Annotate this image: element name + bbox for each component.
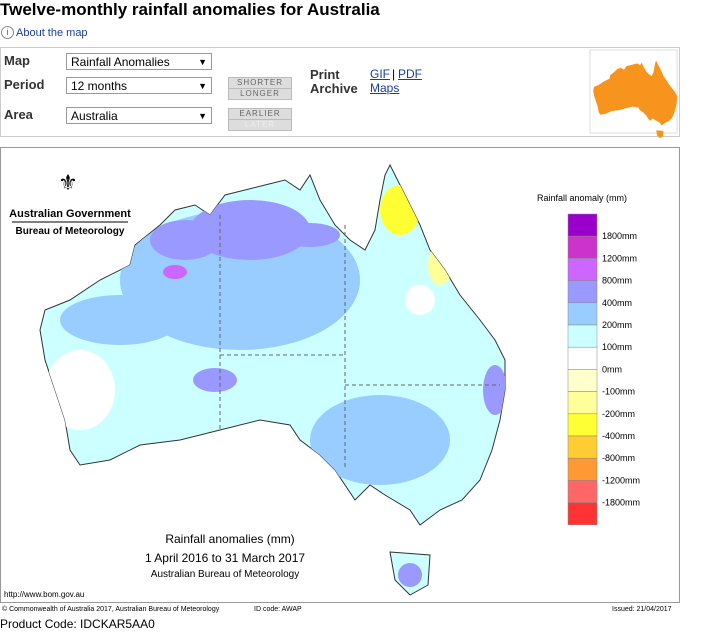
legend-label: -1800mm bbox=[602, 498, 640, 508]
period-label: Period bbox=[4, 77, 45, 92]
legend-label: 800mm bbox=[602, 276, 632, 286]
legend-swatch bbox=[567, 324, 598, 348]
legend-title: Rainfall anomaly (mm) bbox=[537, 193, 627, 203]
print-label: Print bbox=[310, 67, 340, 82]
legend-label: 1800mm bbox=[602, 231, 637, 241]
legend-label: 400mm bbox=[602, 298, 632, 308]
caption-title: Rainfall anomalies (mm) bbox=[165, 532, 294, 546]
legend-label: -800mm bbox=[602, 453, 635, 463]
coat-of-arms: ⚜ bbox=[58, 170, 78, 195]
legend-swatch bbox=[567, 435, 598, 459]
legend-swatch bbox=[567, 258, 598, 281]
caption-period: 1 April 2016 to 31 March 2017 bbox=[145, 551, 305, 565]
page-title: Twelve-monthly rainfall anomalies for Au… bbox=[0, 0, 380, 19]
legend-swatch bbox=[567, 369, 598, 392]
id-code: ID code: AWAP bbox=[254, 606, 302, 613]
map-url: http://www.bom.gov.au bbox=[4, 590, 84, 599]
copyright: © Commonwealth of Australia 2017, Austra… bbox=[2, 605, 220, 613]
archive-label: Archive bbox=[310, 81, 358, 96]
legend-swatch bbox=[567, 280, 598, 304]
agency-name: Bureau of Meteorology bbox=[16, 226, 125, 237]
legend-swatch bbox=[567, 213, 598, 237]
legend-swatch bbox=[567, 235, 598, 259]
gif-link[interactable]: GIF bbox=[370, 67, 390, 81]
legend-label: 0mm bbox=[602, 364, 622, 374]
legend-swatch bbox=[567, 457, 598, 481]
legend-label: -100mm bbox=[602, 387, 635, 397]
legend-swatch bbox=[567, 413, 598, 437]
maps-link[interactable]: Maps bbox=[370, 81, 400, 95]
about-link[interactable]: About the map bbox=[16, 27, 88, 39]
period-select[interactable]: 12 months bbox=[66, 77, 212, 95]
legend-label: 200mm bbox=[602, 320, 632, 330]
legend-label: -1200mm bbox=[602, 475, 640, 485]
legend-swatch bbox=[567, 391, 598, 415]
caption-source: Australian Bureau of Meteorology bbox=[151, 569, 299, 580]
area-select[interactable]: Australia bbox=[66, 107, 212, 125]
issued-date: Issued: 21/04/2017 bbox=[612, 606, 672, 613]
legend: 1800mm 1200mm 800mm 400mm 200mm 100mm 0mm -100m… bbox=[567, 213, 640, 526]
product-code: Product Code: IDCKAR5AA0 bbox=[0, 617, 155, 631]
legend-swatch bbox=[567, 346, 598, 370]
info-icon: i bbox=[1, 26, 14, 39]
legend-label: 1200mm bbox=[602, 253, 637, 263]
anomaly-regions bbox=[45, 185, 505, 587]
map-label: Map bbox=[4, 53, 30, 68]
link-separator: | bbox=[392, 67, 396, 81]
later-button[interactable]: LATER bbox=[228, 119, 292, 131]
legend-label: 100mm bbox=[602, 342, 632, 352]
map-select[interactable]: Rainfall Anomalies bbox=[66, 53, 212, 71]
legend-swatch bbox=[567, 302, 598, 326]
area-label: Area bbox=[4, 107, 33, 122]
gov-name: Australian Government bbox=[9, 208, 131, 220]
legend-label: -400mm bbox=[602, 431, 635, 441]
longer-button[interactable]: LONGER bbox=[228, 88, 292, 100]
pdf-link[interactable]: PDF bbox=[398, 67, 422, 81]
legend-swatch bbox=[567, 480, 598, 503]
control-panel bbox=[0, 47, 680, 137]
australia bbox=[39, 164, 506, 596]
legend-swatch bbox=[567, 502, 598, 526]
map-frame bbox=[0, 147, 680, 603]
legend-label: -200mm bbox=[602, 409, 635, 419]
